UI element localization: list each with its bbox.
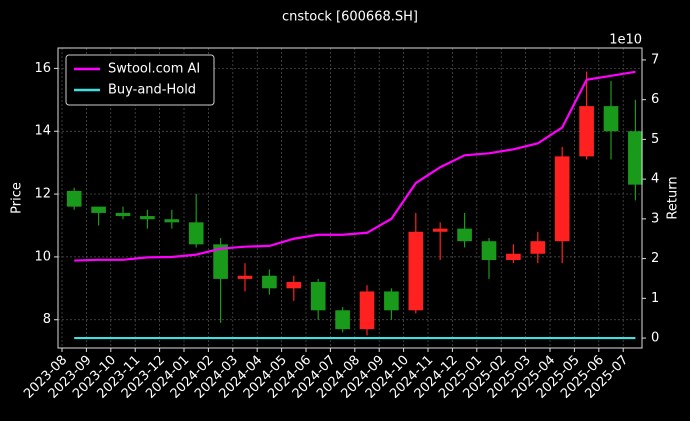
candle-body — [603, 106, 619, 132]
y-tick-label: 16 — [34, 61, 51, 76]
y2-tick-label: 5 — [651, 132, 659, 147]
candle-body — [335, 310, 350, 330]
legend-label: Buy-and-Hold — [108, 83, 196, 98]
candle-body — [237, 275, 253, 279]
candle-body — [457, 228, 472, 242]
y-tick-label: 8 — [43, 312, 51, 327]
y2-tick-label: 1 — [651, 291, 659, 306]
line-series — [74, 70, 636, 262]
plot-frame — [57, 47, 643, 349]
candle-body — [213, 244, 228, 279]
y2-tick-label: 7 — [651, 52, 659, 67]
y2-axis-label: Return — [666, 176, 681, 219]
candle-body — [359, 291, 375, 330]
y2-tick-label: 2 — [651, 251, 659, 266]
candle-body — [506, 253, 521, 261]
legend-label: Swtool.com AI — [108, 62, 200, 77]
candle-body — [530, 241, 546, 254]
candle-body — [384, 291, 399, 311]
candle-body — [188, 222, 204, 245]
legend-box — [65, 54, 215, 106]
chart-title: cnstock [600668.SH] — [282, 10, 418, 25]
candle-body — [66, 190, 82, 207]
y2-multiplier: 1e10 — [609, 33, 642, 48]
candle-body — [286, 282, 302, 289]
candle-body — [628, 131, 643, 185]
y2-tick-label: 6 — [651, 92, 659, 107]
candle-body — [432, 228, 448, 232]
candle-body — [481, 241, 497, 261]
candle-body — [554, 156, 570, 242]
candle-body — [115, 212, 131, 217]
candle-body — [310, 282, 326, 311]
candle-body — [164, 219, 180, 223]
y2-tick-label: 3 — [651, 211, 659, 226]
candle-body — [262, 275, 277, 289]
candle-body — [140, 216, 155, 220]
candle-body — [408, 231, 424, 311]
y2-tick-label: 0 — [651, 331, 659, 346]
y2-tick-label: 4 — [651, 172, 659, 187]
candle-body — [579, 106, 594, 157]
y-tick-label: 14 — [34, 124, 51, 139]
y-tick-label: 12 — [34, 187, 51, 202]
candle-body — [91, 206, 106, 213]
y-tick-label: 10 — [34, 249, 51, 264]
y-axis-label: Price — [10, 182, 25, 214]
